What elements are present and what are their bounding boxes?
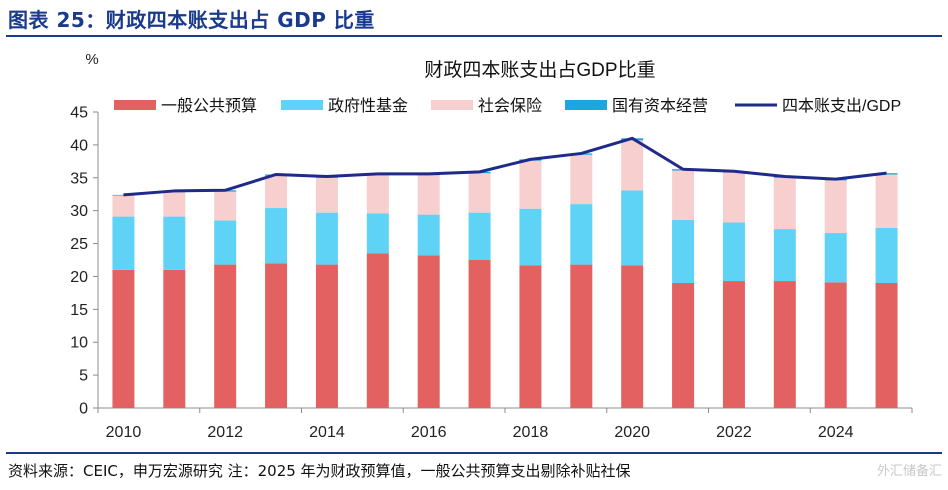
- bar-social_insurance-2014: [315, 177, 338, 213]
- bar-general_budget-2015: [366, 253, 389, 408]
- y-tick-label: 0: [79, 401, 88, 418]
- bar-social_insurance-2018: [519, 160, 542, 209]
- y-tick-label: 40: [70, 137, 88, 154]
- bar-social_insurance-2024: [824, 180, 847, 234]
- bar-general_budget-2013: [265, 263, 288, 408]
- bar-social_insurance-2013: [265, 175, 288, 209]
- legend-label-total_line: 四本账支出/GDP: [782, 97, 901, 115]
- bar-social_insurance-2021: [672, 170, 695, 220]
- bar-social_insurance-2017: [468, 173, 491, 213]
- bar-general_budget-2012: [214, 264, 237, 408]
- top-divider: [6, 35, 942, 37]
- bar-gov_fund-2014: [315, 212, 338, 265]
- bar-gov_fund-2022: [722, 222, 745, 282]
- stacked-bar-chart: 财政四本账支出占GDP比重% 0 5 10 15 20 25 30 35 40 45 2010 2012…: [70, 51, 913, 441]
- bar-gov_fund-2021: [672, 219, 695, 284]
- bar-gov_fund-2012: [214, 220, 237, 265]
- bar-general_budget-2023: [773, 281, 796, 408]
- bar-general_budget-2016: [417, 255, 440, 408]
- bar-general_budget-2018: [519, 265, 542, 408]
- legend-swatch-soe_capital: [565, 100, 607, 110]
- bar-general_budget-2017: [468, 260, 491, 408]
- bar-social_insurance-2020: [621, 140, 644, 191]
- legend-swatch-general_budget: [114, 100, 156, 110]
- bar-general_budget-2025: [875, 283, 898, 408]
- legend-swatch-gov_fund: [281, 100, 323, 110]
- y-tick-label: 25: [70, 236, 88, 253]
- y-tick-label: 15: [70, 302, 88, 319]
- x-tick-label: 2014: [309, 424, 345, 441]
- bar-general_budget-2019: [570, 264, 593, 408]
- legend-label-social_insurance: 社会保险: [478, 97, 542, 115]
- y-axis-unit: %: [85, 51, 98, 68]
- bar-gov_fund-2020: [621, 190, 644, 266]
- bar-gov_fund-2015: [366, 213, 389, 254]
- bar-gov_fund-2013: [265, 208, 288, 264]
- bar-social_insurance-2022: [722, 172, 745, 223]
- bar-gov_fund-2025: [875, 227, 898, 284]
- legend-swatch-social_insurance: [431, 100, 473, 110]
- x-tick-label: 2018: [513, 424, 549, 441]
- bar-gov_fund-2023: [773, 229, 796, 282]
- bar-gov_fund-2016: [417, 214, 440, 256]
- bar-general_budget-2011: [163, 269, 186, 408]
- bar-gov_fund-2019: [570, 204, 593, 265]
- bar-general_budget-2020: [621, 265, 644, 408]
- watermark: 外汇储备汇: [876, 464, 942, 479]
- bar-gov_fund-2024: [824, 233, 847, 283]
- y-tick-label: 10: [70, 335, 88, 352]
- bar-social_insurance-2016: [417, 175, 440, 215]
- bar-general_budget-2024: [824, 282, 847, 408]
- bar-social_insurance-2025: [875, 174, 898, 228]
- bar-general_budget-2021: [672, 283, 695, 408]
- bar-social_insurance-2019: [570, 154, 593, 205]
- source-note: 资料来源：CEIC，申万宏源研究 注：2025 年为财政预算值，一般公共预算支出…: [8, 462, 631, 480]
- bar-general_budget-2022: [722, 281, 745, 408]
- bar-soe_capital-2010: [112, 194, 135, 196]
- bar-social_insurance-2023: [773, 177, 796, 230]
- bar-gov_fund-2017: [468, 212, 491, 260]
- y-tick-label: 20: [70, 269, 88, 286]
- y-tick-label: 45: [70, 105, 88, 122]
- legend-label-soe_capital: 国有资本经营: [612, 97, 708, 115]
- bar-social_insurance-2010: [112, 195, 135, 217]
- bar-gov_fund-2018: [519, 208, 542, 266]
- y-tick-label: 30: [70, 203, 88, 220]
- bar-social_insurance-2015: [366, 175, 389, 214]
- y-tick-label: 5: [79, 368, 88, 385]
- legend-label-gov_fund: 政府性基金: [328, 97, 408, 115]
- y-tick-label: 35: [70, 170, 88, 187]
- bottom-divider: [6, 452, 942, 454]
- legend-label-general_budget: 一般公共预算: [161, 96, 257, 115]
- bar-social_insurance-2011: [163, 192, 186, 217]
- figure-title: 图表 25：财政四本账支出占 GDP 比重: [8, 8, 375, 32]
- bar-general_budget-2010: [112, 269, 135, 408]
- x-tick-label: 2012: [207, 424, 243, 441]
- x-tick-label: 2024: [818, 424, 854, 441]
- x-tick-label: 2020: [614, 424, 650, 441]
- bar-gov_fund-2011: [163, 216, 186, 270]
- line-series-total: [123, 136, 887, 197]
- bar-social_insurance-2012: [214, 191, 237, 221]
- x-tick-label: 2022: [716, 424, 752, 441]
- bar-general_budget-2014: [315, 264, 338, 408]
- x-tick-label: 2016: [411, 424, 447, 441]
- chart-title: 财政四本账支出占GDP比重: [424, 59, 655, 81]
- x-tick-label: 2010: [106, 424, 142, 441]
- bar-gov_fund-2010: [112, 216, 135, 270]
